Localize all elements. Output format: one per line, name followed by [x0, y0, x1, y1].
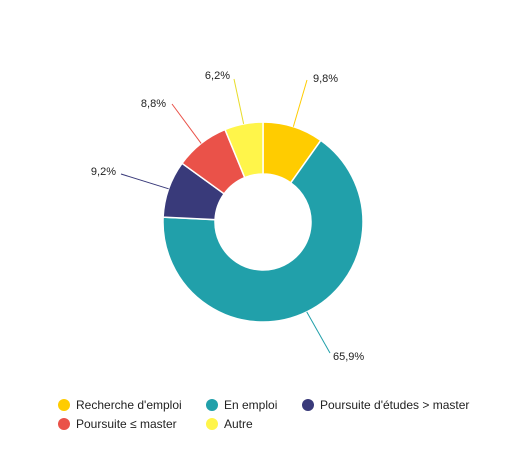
legend-item-poursuite-etudes-master[interactable]: Poursuite d'études > master	[302, 398, 469, 412]
slice-autre[interactable]	[224, 121, 264, 179]
legend-swatch	[302, 399, 314, 411]
data-label-en-emploi: 65,9%	[333, 351, 364, 363]
data-label-autre: 6,2%	[205, 70, 230, 82]
leader-line-recherche-emploi	[292, 79, 308, 127]
slices-group	[162, 121, 364, 323]
legend-label: En emploi	[224, 398, 278, 412]
leader-line-poursuite-inf-master	[171, 103, 202, 144]
legend-item-poursuite-inf-master[interactable]: Poursuite ≤ master	[58, 417, 177, 431]
leader-line-autre	[233, 78, 245, 124]
data-label-recherche-emploi: 9,8%	[313, 73, 338, 85]
legend-label: Poursuite ≤ master	[76, 417, 177, 431]
legend-label: Poursuite d'études > master	[320, 398, 470, 412]
legend-item-recherche-emploi[interactable]: Recherche d'emploi	[58, 398, 182, 412]
legend-swatch	[206, 399, 218, 411]
leader-line-poursuite-etudes-master	[120, 173, 169, 190]
data-label-poursuite-etudes-master: 9,2%	[91, 166, 116, 178]
legend-swatch	[58, 418, 70, 430]
slice-en-emploi[interactable]	[162, 139, 364, 323]
legend-label: Recherche d'emploi	[76, 398, 182, 412]
legend-swatch	[58, 399, 70, 411]
legend-item-autre[interactable]: Autre	[206, 417, 253, 431]
leader-lines-group	[120, 78, 331, 354]
legend-item-en-emploi[interactable]: En emploi	[206, 398, 277, 412]
legend-label: Autre	[224, 417, 253, 431]
leader-line-en-emploi	[306, 311, 331, 354]
legend-swatch	[206, 418, 218, 430]
donut-chart: 9,8% 65,9% 9,2% 8,8% 6,2%	[91, 70, 364, 363]
data-label-poursuite-inf-master: 8,8%	[141, 98, 166, 110]
data-labels-group: 9,8% 65,9% 9,2% 8,8% 6,2%	[91, 70, 364, 363]
